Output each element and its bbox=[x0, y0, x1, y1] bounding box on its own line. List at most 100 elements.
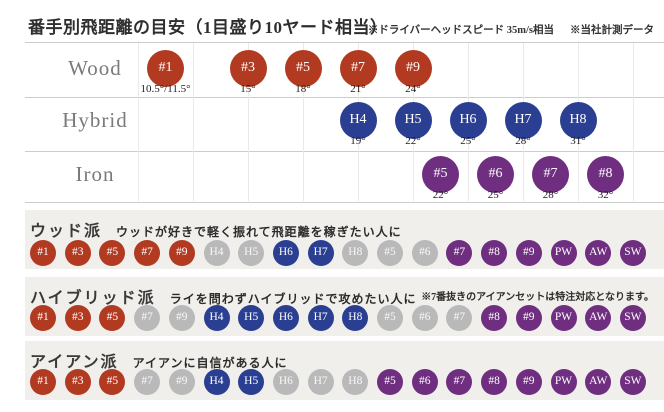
chart-club-hybrid-H7: H7 bbox=[504, 101, 542, 139]
club-set-row: #1 #3 #5 #7 #9 H4 H5 H6 H7 H8 #5 #6 #7 #8 #9 PW AW SW bbox=[25, 369, 664, 395]
chart-club-wood-5: #5 bbox=[284, 49, 322, 87]
section-title: アイアン派 bbox=[30, 354, 119, 371]
section-description: アイアンに自信がある人に bbox=[132, 356, 288, 370]
hybrid-set-club-H7: H7 bbox=[307, 305, 334, 331]
section-description: ライを問わずハイブリッドで攻めたい人に bbox=[169, 292, 417, 306]
header-divider bbox=[25, 42, 664, 43]
loft-label: 18° bbox=[295, 83, 311, 95]
iron-set-club-H7: H7 bbox=[307, 369, 334, 395]
wood-set-club-6: #6 bbox=[411, 240, 438, 266]
hybrid-set-club-1: #1 bbox=[30, 305, 56, 331]
chart-club-iron-7: #7 bbox=[532, 155, 569, 193]
chart-club-hybrid-H5: H5 bbox=[394, 101, 432, 139]
iron-set-club-9: #9 bbox=[515, 369, 542, 395]
chart-club-wood-3: #3 bbox=[229, 49, 267, 87]
section-title: ウッド派 bbox=[30, 223, 103, 240]
iron-set-club-PW: PW bbox=[550, 369, 577, 395]
wood-set-club-3: #3 bbox=[64, 240, 91, 266]
hybrid-set-club-7: #7 bbox=[134, 305, 161, 331]
wood-set-club-9: #9 bbox=[515, 240, 542, 266]
iron-set-club-SW: SW bbox=[619, 369, 646, 395]
club-set-row: #1 #3 #5 #7 #9 H4 H5 H6 H7 H8 #5 #6 #7 #8 #9 PW AW SW bbox=[25, 240, 664, 266]
wood-set-club-H4: H4 bbox=[203, 240, 230, 266]
note-data-source: ※当社計測データ bbox=[570, 25, 654, 36]
iron-set-club-AW: AW bbox=[585, 369, 612, 395]
row-divider bbox=[25, 97, 664, 98]
wood-set-club-9: #9 bbox=[168, 240, 195, 266]
hybrid-set-club-8: #8 bbox=[481, 305, 508, 331]
hybrid-set-club-SW: SW bbox=[619, 305, 646, 331]
loft-label: 19° bbox=[350, 135, 366, 147]
iron-set-club-9: #9 bbox=[168, 369, 195, 395]
gridline-10yd bbox=[193, 43, 194, 201]
row-divider bbox=[25, 151, 664, 152]
wood-set-club-1: #1 bbox=[30, 240, 56, 266]
chart-club-iron-5: #5 bbox=[422, 155, 459, 193]
loft-label: 21° bbox=[350, 83, 366, 95]
hybrid-set-club-5: #5 bbox=[99, 305, 126, 331]
loft-label: 28° bbox=[542, 189, 559, 201]
wood-set-club-SW: SW bbox=[619, 240, 646, 266]
iron-set-club-1: #1 bbox=[30, 369, 56, 395]
chart-club-wood-7: #7 bbox=[339, 49, 377, 87]
hybrid-set-club-H5: H5 bbox=[238, 305, 265, 331]
iron-set-club-6: #6 bbox=[411, 369, 438, 395]
chart-club-wood-9: #9 bbox=[394, 49, 432, 87]
wood-set-club-7: #7 bbox=[446, 240, 473, 266]
wood-set-club-7: #7 bbox=[134, 240, 161, 266]
wood-set-club-5: #5 bbox=[377, 240, 403, 266]
iron-set-club-H5: H5 bbox=[238, 369, 265, 395]
hybrid-set-club-AW: AW bbox=[585, 305, 612, 331]
club-set-row: #1 #3 #5 #7 #9 H4 H5 H6 H7 H8 #5 #6 #7 #8 #9 PW AW SW bbox=[25, 305, 664, 331]
section-header: ハイブリッド派 ライを問わずハイブリッドで攻めたい人に bbox=[30, 284, 416, 308]
loft-label: 15° bbox=[240, 83, 256, 95]
chart-club-wood-1: #1 bbox=[147, 49, 184, 87]
loft-label: 25° bbox=[487, 189, 504, 201]
page-title: 番手別飛距離の目安（1目盛り10ヤード相当） bbox=[28, 18, 388, 37]
measurement-notes: ※ドライバーヘッドスピード 35m/s相当 ※当社計測データ bbox=[368, 22, 654, 37]
gridline-10yd bbox=[138, 43, 139, 201]
chart-row-label-hybrid: Hybrid bbox=[62, 108, 128, 132]
section-description: ウッドが好きで軽く振れて飛距離を稼ぎたい人に bbox=[116, 225, 402, 239]
wood-set-club-H5: H5 bbox=[238, 240, 265, 266]
chart-club-iron-8: #8 bbox=[587, 155, 624, 193]
gridline-10yd bbox=[633, 43, 634, 201]
chart-row-label-wood: Wood bbox=[68, 56, 122, 80]
hybrid-set-club-3: #3 bbox=[64, 305, 91, 331]
iron-set-club-8: #8 bbox=[481, 369, 508, 395]
hybrid-set-club-9: #9 bbox=[168, 305, 195, 331]
section-iron-preference: アイアン派 アイアンに自信がある人に #1 #3 #5 #7 #9 H4 H5 H6 H7 H8 #… bbox=[25, 341, 664, 400]
loft-label: 28° bbox=[515, 135, 531, 147]
wood-set-club-H7: H7 bbox=[307, 240, 334, 266]
hybrid-set-club-PW: PW bbox=[550, 305, 577, 331]
chart-club-hybrid-H4: H4 bbox=[339, 101, 377, 139]
wood-set-club-8: #8 bbox=[481, 240, 508, 266]
loft-label: 24° bbox=[405, 83, 421, 95]
loft-label: 10.5°/11.5° bbox=[140, 83, 191, 95]
section-header: アイアン派 アイアンに自信がある人に bbox=[30, 348, 287, 372]
hybrid-set-club-H8: H8 bbox=[342, 305, 369, 331]
section-title: ハイブリッド派 bbox=[30, 290, 156, 307]
iron-set-club-H8: H8 bbox=[342, 369, 369, 395]
hybrid-set-club-6: #6 bbox=[411, 305, 438, 331]
row-divider bbox=[25, 202, 664, 203]
wood-set-club-H6: H6 bbox=[272, 240, 299, 266]
iron-set-club-H4: H4 bbox=[203, 369, 230, 395]
hybrid-set-club-H4: H4 bbox=[203, 305, 230, 331]
wood-set-club-PW: PW bbox=[550, 240, 577, 266]
chart-club-hybrid-H8: H8 bbox=[559, 101, 597, 139]
wood-set-club-H8: H8 bbox=[342, 240, 369, 266]
section-note: ※7番抜きのアイアンセットは特注対応となります。 bbox=[421, 292, 654, 303]
iron-set-club-H6: H6 bbox=[272, 369, 299, 395]
wood-set-club-AW: AW bbox=[585, 240, 612, 266]
iron-set-club-5: #5 bbox=[99, 369, 126, 395]
note-driver-head-speed: ※ドライバーヘッドスピード 35m/s相当 bbox=[367, 25, 554, 36]
chart-club-hybrid-H6: H6 bbox=[449, 101, 487, 139]
chart-club-iron-6: #6 bbox=[477, 155, 514, 193]
gridline-10yd bbox=[248, 43, 249, 201]
hybrid-set-club-7: #7 bbox=[446, 305, 473, 331]
iron-set-club-7: #7 bbox=[446, 369, 473, 395]
loft-label: 32° bbox=[597, 189, 614, 201]
